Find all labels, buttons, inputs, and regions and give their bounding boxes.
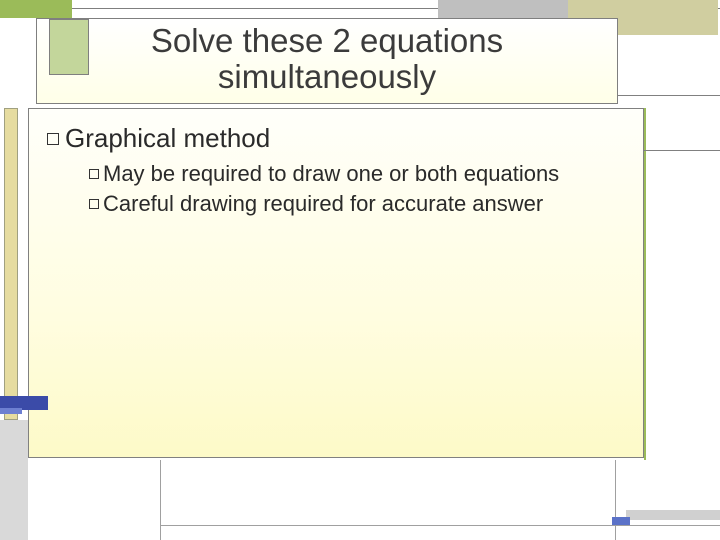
bottom-blue-accent (612, 517, 630, 525)
bottom-vertical-line-1 (160, 460, 161, 540)
left-gray-strip (0, 420, 28, 540)
top-green-block (0, 0, 72, 18)
bottom-gray-bar (626, 510, 720, 520)
bottom-horiz-line (160, 525, 720, 526)
content-box: Graphical method May be required to draw… (28, 108, 644, 458)
level2-text-0: May be required to draw one or both equa… (103, 161, 559, 186)
right-green-vertical-line (644, 108, 646, 460)
bullet-level2-item: Careful drawing required for accurate an… (89, 190, 625, 218)
slide: Solve these 2 equations simultaneously G… (0, 0, 720, 540)
level2-text-1: Careful drawing required for accurate an… (103, 191, 543, 216)
right-horiz-line-1 (618, 95, 720, 96)
level1-text: Graphical method (65, 123, 270, 153)
left-mustard-strip (4, 108, 18, 420)
bullet-level2-item: May be required to draw one or both equa… (89, 160, 625, 188)
right-horiz-line-2 (644, 150, 720, 151)
square-bullet-icon (89, 199, 99, 209)
bullet-level1: Graphical method (47, 123, 625, 154)
top-gray-block (438, 0, 568, 18)
title-line-2: simultaneously (218, 58, 436, 95)
left-blue-bar-small (0, 408, 22, 414)
slide-title: Solve these 2 equations simultaneously (37, 23, 617, 96)
square-bullet-icon (89, 169, 99, 179)
title-line-1: Solve these 2 equations (151, 22, 503, 59)
title-box: Solve these 2 equations simultaneously (36, 18, 618, 104)
square-bullet-icon (47, 133, 59, 145)
bottom-vertical-line-2 (615, 460, 616, 540)
